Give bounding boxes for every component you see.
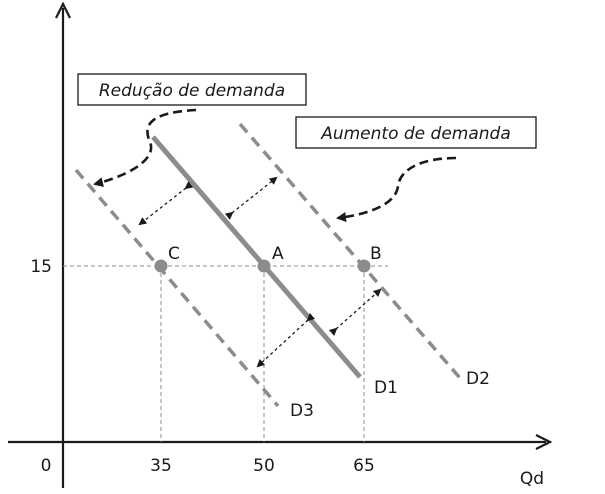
curve-d1-label: D1 — [374, 378, 398, 398]
shift-arrow-lower-right — [328, 288, 382, 336]
x-tick-35: 35 — [150, 456, 172, 476]
point-b — [357, 259, 371, 273]
shift-arrow-upper-left — [138, 181, 194, 226]
point-c-label: C — [168, 244, 180, 264]
decrease-annotation: Redução de demanda — [77, 73, 307, 106]
point-a — [257, 259, 271, 273]
increase-annotation: Aumento de demanda — [295, 116, 537, 149]
increase-curved-arrow — [336, 156, 457, 222]
point-b-label: B — [370, 244, 382, 264]
shift-arrows — [138, 176, 382, 368]
x-tick-65: 65 — [353, 456, 375, 476]
curve-d1 — [151, 135, 362, 379]
point-a-label: A — [272, 244, 284, 264]
shift-arrow-upper-right — [224, 176, 278, 220]
origin-label: 0 — [41, 456, 52, 476]
decrease-curved-arrow — [93, 108, 197, 187]
curve-d2-label: D2 — [466, 369, 490, 389]
curve-d3-label: D3 — [290, 401, 314, 421]
shift-arrow-lower-left — [256, 312, 316, 368]
point-c — [154, 259, 168, 273]
increase-annotation-text: Aumento de demanda — [320, 124, 511, 144]
y-axis-arrow-icon — [55, 1, 71, 19]
y-tick-15: 15 — [30, 257, 52, 277]
x-axis-arrow-icon — [535, 434, 553, 450]
decrease-annotation-text: Redução de demanda — [99, 81, 285, 101]
x-tick-50: 50 — [253, 456, 275, 476]
curve-d2 — [238, 122, 462, 380]
curve-d3 — [74, 168, 280, 408]
x-axis-label: Qd — [520, 469, 544, 489]
